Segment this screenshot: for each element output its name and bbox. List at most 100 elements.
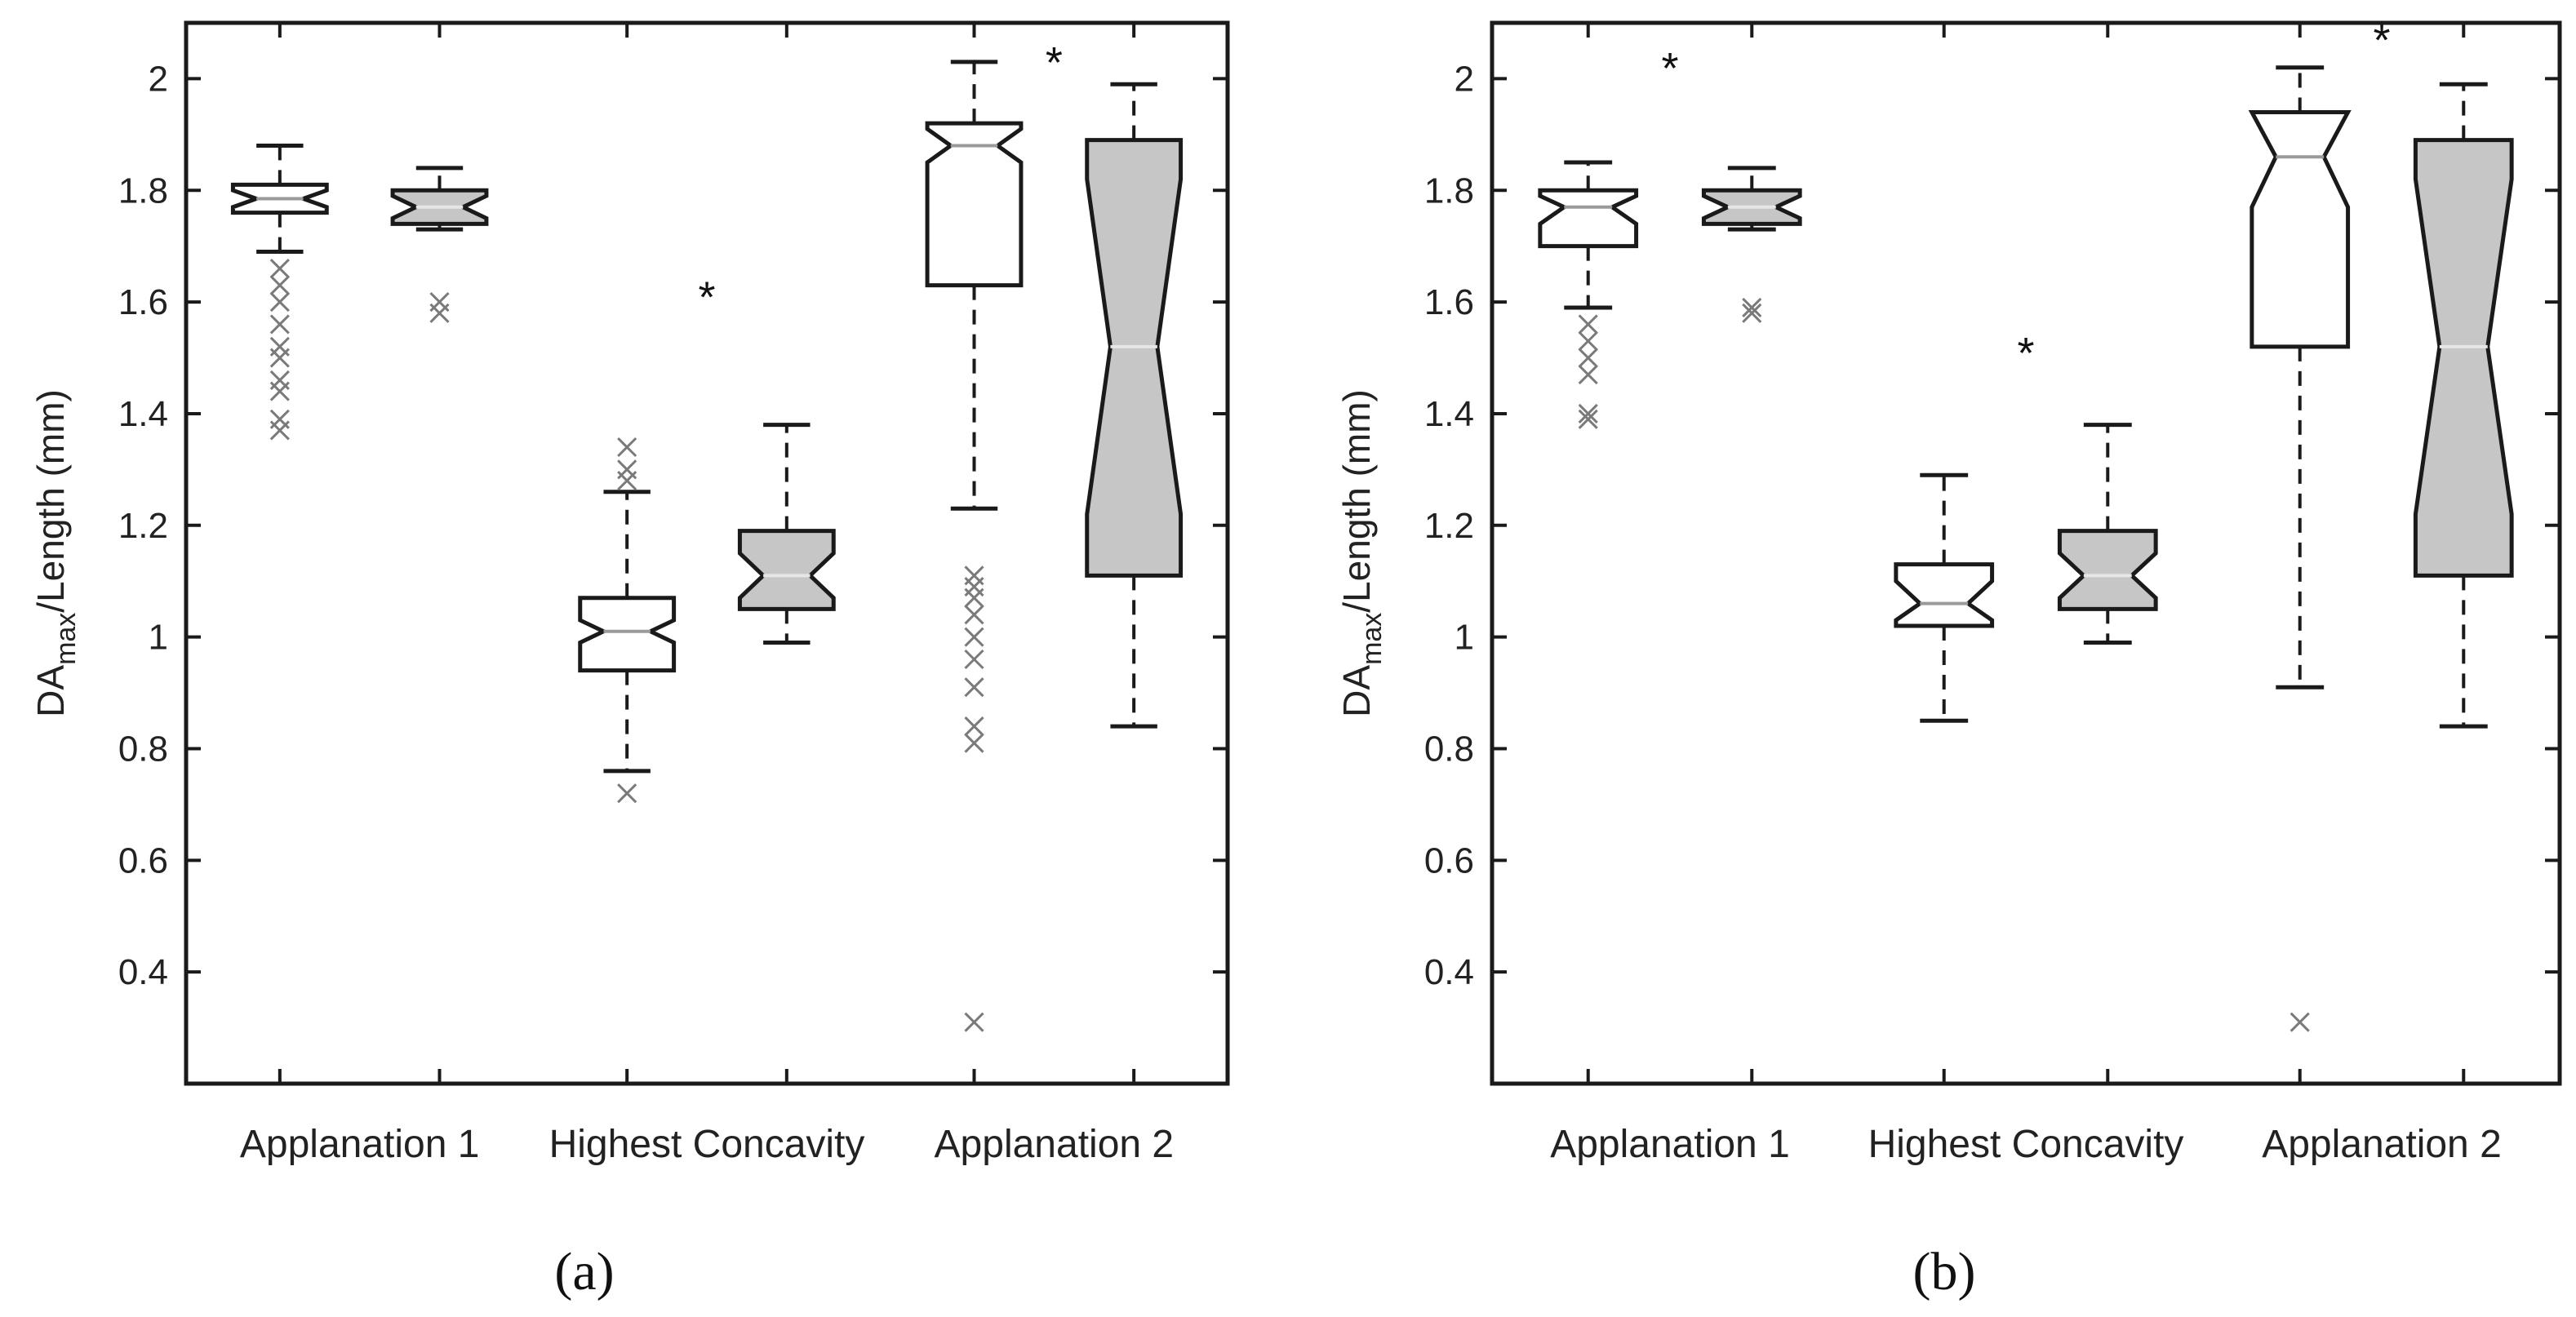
box-body <box>2413 138 2514 578</box>
box-gray <box>1701 166 1802 323</box>
outlier-marker <box>429 292 450 313</box>
outlier-marker <box>964 716 984 737</box>
outlier-marker <box>269 370 290 390</box>
outlier-marker <box>964 1012 984 1032</box>
y-tick-label: 1.8 <box>118 171 168 211</box>
box-white <box>1894 472 1995 723</box>
outlier-stroke <box>964 677 984 698</box>
box-gray <box>390 166 489 323</box>
y-axis-title-rest: /Length (mm) <box>29 389 72 613</box>
outlier-marker <box>617 459 637 480</box>
panel-label: (a) <box>554 1242 614 1301</box>
y-axis-title-main: DA <box>29 665 72 717</box>
box-body <box>1894 562 1995 628</box>
x-category-label: Applanation 2 <box>935 1123 1175 1166</box>
outlier-stroke <box>1742 303 1762 323</box>
outlier-marker <box>269 409 290 429</box>
y-tick-label: 2 <box>1455 59 1474 99</box>
outlier-marker <box>964 649 984 670</box>
box-gray <box>2057 423 2158 645</box>
y-tick-label: 1.4 <box>1424 394 1474 434</box>
outlier-stroke <box>1578 314 1598 335</box>
box-white <box>230 144 329 441</box>
outlier-stroke <box>964 627 984 647</box>
outlier-stroke <box>269 336 290 357</box>
box-body <box>925 121 1024 288</box>
significance-star: * <box>2017 329 2034 378</box>
outlier-stroke <box>964 605 984 625</box>
outlier-stroke <box>617 783 637 804</box>
box-white <box>578 437 677 804</box>
outlier-marker <box>1578 348 1598 368</box>
y-tick-label: 1.8 <box>1424 171 1474 211</box>
outlier-stroke <box>964 649 984 670</box>
box-body <box>2057 529 2158 611</box>
outlier-stroke <box>964 733 984 753</box>
plot-frame <box>184 20 1230 1086</box>
x-category-label: Highest Concavity <box>1868 1123 2184 1166</box>
outlier-marker <box>269 258 290 279</box>
outlier-stroke <box>269 314 290 335</box>
box-body <box>2248 109 2352 349</box>
y-tick-label: 0.6 <box>118 840 168 880</box>
box-white <box>2248 65 2352 1032</box>
box-gray <box>737 423 836 645</box>
y-axis-title: DAmax/Length (mm) <box>1335 389 1388 717</box>
outlier-stroke <box>1578 330 1598 352</box>
x-category-label: Applanation 2 <box>2262 1123 2502 1166</box>
outlier-stroke <box>1578 409 1598 429</box>
y-tick-label: 1.2 <box>1424 506 1474 546</box>
panel-label: (b) <box>1913 1242 1976 1301</box>
box-white <box>925 60 1024 1032</box>
outlier-marker <box>1742 303 1762 323</box>
box-body <box>1085 138 1184 578</box>
y-axis-title-sub: max <box>1357 613 1388 665</box>
y-tick-label: 2 <box>149 59 168 99</box>
panel-a: 0.4 0.6 0.8 1 1.2 1.4 1.6 1.8 2 Applanation 1 High… <box>29 20 1230 1301</box>
outlier-stroke <box>964 716 984 737</box>
significance-star: * <box>1046 38 1063 87</box>
box-gray <box>2413 82 2514 729</box>
outlier-marker <box>269 336 290 357</box>
outlier-marker <box>1578 403 1598 424</box>
outlier-marker <box>269 292 290 313</box>
outlier-marker <box>964 627 984 647</box>
panel-b: 0.4 0.6 0.8 1 1.2 1.4 1.6 1.8 2 Applanation 1 High… <box>1335 16 2562 1301</box>
y-tick-label: 1.2 <box>118 506 168 546</box>
outlier-stroke <box>1742 297 1762 318</box>
outlier-stroke <box>269 370 290 390</box>
y-axis-title-rest: /Length (mm) <box>1335 389 1378 613</box>
box-white <box>1538 160 1639 429</box>
outlier-stroke <box>269 409 290 429</box>
outlier-stroke <box>1578 403 1598 424</box>
outlier-stroke <box>1578 348 1598 368</box>
outlier-marker <box>1578 314 1598 335</box>
box-body <box>578 596 677 673</box>
outlier-stroke <box>269 292 290 313</box>
outlier-marker <box>617 437 637 458</box>
significance-star: * <box>1661 44 1678 93</box>
box-body <box>737 529 836 611</box>
outlier-marker <box>617 783 637 804</box>
outlier-marker <box>269 275 290 295</box>
y-tick-label: 0.8 <box>1424 729 1474 769</box>
y-tick-label: 0.4 <box>1424 952 1474 992</box>
y-tick-label: 1 <box>149 618 168 658</box>
x-category-label: Highest Concavity <box>549 1123 865 1166</box>
outlier-marker <box>1578 364 1598 385</box>
outlier-stroke <box>964 1012 984 1032</box>
outlier-marker <box>1578 409 1598 429</box>
outlier-marker <box>1578 330 1598 352</box>
y-axis-title-sub: max <box>51 613 82 665</box>
outlier-marker <box>964 733 984 753</box>
outlier-stroke <box>1578 364 1598 385</box>
box-gray <box>1085 82 1184 729</box>
y-tick-label: 1.4 <box>118 394 168 434</box>
outlier-stroke <box>964 565 984 586</box>
y-tick-label: 1 <box>1455 618 1474 658</box>
plot-frame <box>1490 20 2562 1086</box>
outlier-stroke <box>617 459 637 480</box>
y-tick-label: 0.4 <box>118 952 168 992</box>
outlier-marker <box>1742 297 1762 318</box>
